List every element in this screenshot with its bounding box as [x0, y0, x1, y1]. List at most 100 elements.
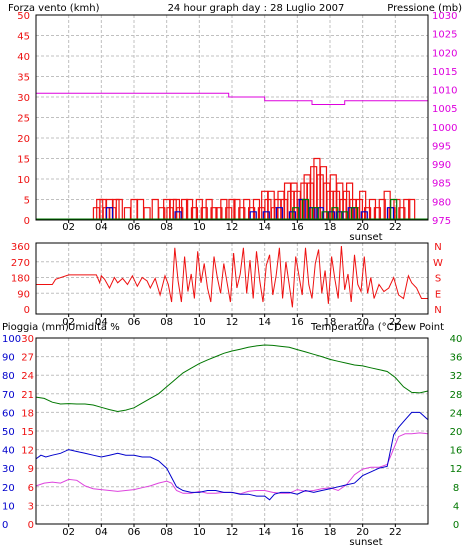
humidity-tick-label: 10 — [2, 501, 15, 512]
wind-min-bar — [301, 198, 310, 220]
wind-gust-bar — [243, 198, 251, 220]
wind-gust-bar — [190, 207, 199, 220]
humidity-axis-title: Umidita % — [68, 322, 120, 333]
wind-direction-tick-label: 360 — [11, 242, 30, 253]
humidity-axis: 0 10 20 30 40 50 60 70 80 90 100 — [2, 334, 21, 531]
wind-pressure-x-tick-label: 06 — [128, 222, 141, 233]
temp-humidity-grid — [36, 338, 429, 524]
sunset-label-bottom: sunset — [349, 537, 382, 548]
pressure-tick-label: 980 — [432, 197, 451, 208]
humidity-tick-label: 80 — [2, 371, 15, 382]
wind-pressure-x-tick-label: 22 — [389, 222, 402, 233]
wind-pressure-x-tick-label: 16 — [291, 222, 304, 233]
wind-mean-bar — [275, 207, 283, 220]
rain-tick-label: 18 — [21, 408, 34, 419]
humidity-tick-label: 0 — [2, 520, 8, 531]
temperature-axis: 0 4 8 12 16 20 24 28 32 36 40 — [450, 334, 463, 531]
temperature-tick-label: 40 — [450, 334, 463, 345]
wind-pressure-x-tick-label: 10 — [193, 222, 206, 233]
wind-gust-bar — [233, 198, 241, 220]
temperature-tick-label: 24 — [450, 408, 463, 419]
wind-direction-x-tick-label: 04 — [95, 317, 108, 328]
wind-gust-bar — [373, 207, 381, 220]
rain-tick-label: 24 — [21, 371, 34, 382]
wind-gust-bar — [398, 207, 406, 220]
humidity-tick-label: 90 — [2, 353, 15, 364]
rain-tick-label: 21 — [21, 390, 34, 401]
wind-speed-tick-label: 10 — [17, 175, 30, 186]
wind-min-bar — [390, 198, 398, 220]
wind-mean-bar — [262, 211, 270, 220]
pressure-tick-label: 990 — [432, 160, 451, 171]
pressure-line — [36, 92, 428, 105]
wind-gust-bar — [185, 198, 194, 220]
wind-gust-bar — [363, 207, 372, 220]
pressure-line-group — [36, 92, 428, 220]
wind-gust-bar — [205, 198, 213, 220]
wind-speed-tick-label: 30 — [17, 93, 30, 104]
wind-gust-bar — [151, 198, 159, 220]
chart-title: 24 hour graph day : 28 Luglio 2007 — [168, 3, 345, 14]
temperature-tick-label: 16 — [450, 446, 463, 457]
temperature-axis-title: Temperatura (°C) — [310, 322, 398, 333]
temp-humidity-x-tick-label: 06 — [128, 527, 141, 538]
wind-direction-tick-label: 270 — [11, 258, 30, 269]
pressure-tick-label: 1015 — [432, 67, 457, 78]
rain-axis: 0 3 6 9 12 15 18 21 24 27 30 — [21, 334, 34, 531]
wind-gust-bar — [403, 198, 411, 220]
wind-mean-bar — [249, 211, 257, 220]
pressure-axis: 975 980 985 990 995 1000 1005 1010 1015 1020 1025 1… — [432, 11, 457, 227]
wind-speed-tick-label: 45 — [17, 32, 30, 43]
wind-speed-axis-title: Forza vento (kmh) — [8, 3, 100, 14]
compass-tick-label: S — [435, 274, 441, 285]
wind-min-bar — [331, 207, 339, 220]
temp-humidity-x-tick-label: 02 — [62, 527, 75, 538]
pressure-tick-label: 1020 — [432, 48, 457, 59]
temperature-tick-label: 8 — [453, 483, 459, 494]
wind-speed-tick-label: 40 — [17, 52, 30, 63]
wind-gust-bar — [176, 207, 184, 220]
humidity-tick-label: 70 — [2, 390, 15, 401]
wind-speed-axis: 0 5 10 15 20 25 30 35 40 45 50 — [17, 11, 30, 227]
humidity-tick-label: 60 — [2, 408, 15, 419]
pressure-tick-label: 1025 — [432, 30, 457, 41]
temp-humidity-x-tick-label: 16 — [291, 527, 304, 538]
wind-min-bar — [350, 207, 359, 220]
temperature-tick-label: 4 — [453, 501, 459, 512]
wind-speed-tick-label: 20 — [17, 134, 30, 145]
wind-pressure-x-tick-label: 12 — [226, 222, 239, 233]
wind-direction-x-tick-label: 20 — [356, 317, 369, 328]
humidity-tick-label: 30 — [2, 464, 15, 475]
wind-mean-bar — [316, 207, 324, 220]
pressure-axis-title: Pressione (mb) — [387, 3, 462, 14]
temp-humidity-x-tick-label: 18 — [324, 527, 337, 538]
wind-speed-tick-label: 25 — [17, 114, 30, 125]
pressure-tick-label: 1010 — [432, 86, 457, 97]
wind-direction-x-tick-label: 12 — [226, 317, 239, 328]
wind-min-bar — [321, 211, 329, 220]
wind-gust-bar — [210, 207, 218, 220]
rain-tick-label: 9 — [28, 464, 34, 475]
wind-gust-bar — [143, 207, 151, 220]
rain-tick-label: 3 — [28, 501, 34, 512]
wind-speed-tick-label: 5 — [24, 196, 30, 207]
wind-direction-x-tick-label: 22 — [389, 317, 402, 328]
wind-pressure-grid — [36, 15, 429, 220]
wind-direction-x-tick-label: 16 — [291, 317, 304, 328]
humidity-tick-label: 40 — [2, 446, 15, 457]
temperature-tick-label: 32 — [450, 371, 463, 382]
wind-direction-x-tick-label: 10 — [193, 317, 206, 328]
compass-tick-label: N — [434, 305, 441, 316]
temp-humidity-x-axis: 02 04 06 08 10 12 14 16 18 20 22 — [62, 524, 402, 538]
humidity-tick-label: 100 — [2, 334, 21, 345]
wind-mean-bar — [336, 211, 344, 220]
wind-pressure-x-tick-label: 08 — [160, 222, 173, 233]
humidity-line — [35, 411, 429, 501]
wind-gust-bar — [172, 198, 181, 220]
wind-gust-bar — [115, 198, 123, 220]
